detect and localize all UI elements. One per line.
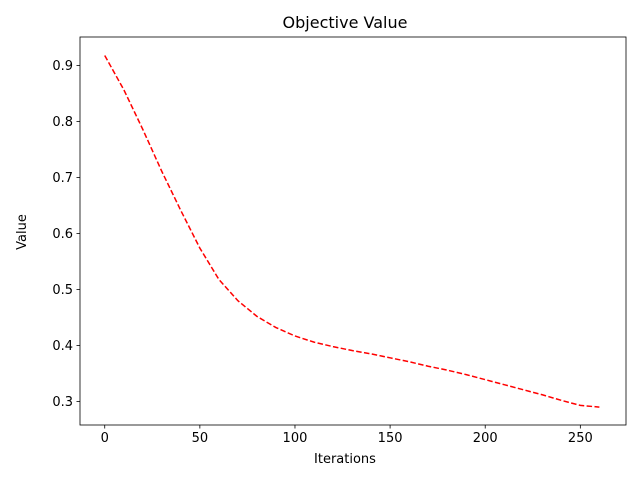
data-layer	[104, 55, 600, 408]
y-tick-label: 0.4	[52, 339, 73, 354]
axes-frame	[79, 36, 627, 426]
y-tick-label: 0.5	[52, 283, 73, 298]
axes-layer: 0 50 100 150 200 250 0.3 0.4 0.5 0.6 0.7 0.8 0.9	[52, 36, 627, 446]
x-tick-label: 50	[192, 431, 209, 446]
y-axis-label: Value	[15, 214, 30, 250]
x-tick-label: 200	[473, 431, 498, 446]
chart-title: Objective Value	[283, 13, 408, 32]
y-tick-label: 0.9	[52, 59, 73, 74]
x-tick-label: 0	[101, 431, 109, 446]
plot-background	[80, 37, 626, 425]
y-tick-label: 0.3	[52, 395, 73, 410]
x-tick-label: 150	[378, 431, 403, 446]
y-tick-label: 0.7	[52, 171, 73, 186]
plot-area	[80, 37, 626, 425]
series-line-0	[104, 55, 600, 408]
y-tick-label: 0.6	[52, 227, 73, 242]
x-axis-label: Iterations	[314, 452, 376, 467]
x-tick-label: 250	[568, 431, 593, 446]
y-tick-label: 0.8	[52, 115, 73, 130]
x-tick-label: 100	[283, 431, 308, 446]
